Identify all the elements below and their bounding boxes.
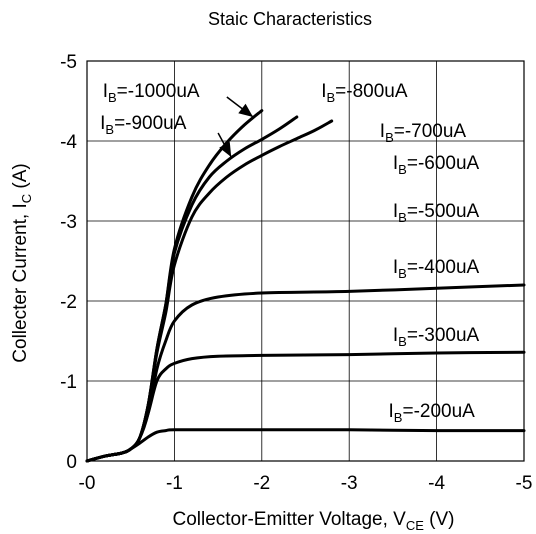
series-label-sub: B <box>398 266 407 281</box>
series-label-value: =-500uA <box>407 201 480 222</box>
grid <box>87 61 524 461</box>
axis-label-sub: CE <box>406 518 424 533</box>
arrows <box>217 96 254 158</box>
series-labels: IB=-1000uAIB=-900uAIB=-800uAIB=-700uAIB=… <box>100 81 479 425</box>
y-tick-label: -2 <box>60 292 77 313</box>
series-label-value: =-600uA <box>407 153 480 174</box>
series-label-sub: B <box>385 130 394 145</box>
series-label: IB=-200uA <box>389 401 476 425</box>
series-label-prefix: I <box>393 153 398 174</box>
series-label: IB=-1000uA <box>103 81 200 105</box>
series-label-value: =-1000uA <box>117 81 200 102</box>
series-label-prefix: I <box>100 113 105 134</box>
y-axis-label: Collecter Current, IC (A) <box>10 163 34 362</box>
axis-label-unit: (V) <box>424 509 455 530</box>
axis-label-main: Collector-Emitter Voltage, V <box>172 509 406 530</box>
series-label-sub: B <box>398 334 407 349</box>
series-label-value: =-300uA <box>407 325 480 346</box>
series-label-sub: B <box>398 210 407 225</box>
series-label-value: =-800uA <box>335 81 408 102</box>
y-tick-label: -3 <box>60 212 77 233</box>
series-line-ib200 <box>85 428 526 463</box>
y-tick-label: -4 <box>60 132 77 153</box>
series-label-sub: B <box>108 90 117 105</box>
x-tick-label: -5 <box>516 473 533 494</box>
series-label-prefix: I <box>389 401 394 422</box>
series-label-prefix: I <box>380 121 385 142</box>
series-label-prefix: I <box>393 201 398 222</box>
series-label: IB=-500uA <box>393 201 480 225</box>
series-label-sub: B <box>327 90 336 105</box>
series-label: IB=-400uA <box>393 257 480 281</box>
chart-title: Staic Characteristics <box>208 9 372 29</box>
x-tick-label: -4 <box>428 473 445 494</box>
series-label-prefix: I <box>321 81 326 102</box>
series-label: IB=-900uA <box>100 113 187 137</box>
series-label: IB=-800uA <box>321 81 408 105</box>
x-tick-label: -3 <box>341 473 358 494</box>
plot-frame <box>86 60 525 462</box>
series-label-value: =-900uA <box>114 113 187 134</box>
series-label-sub: B <box>105 122 114 137</box>
axis-label-sub: C <box>19 194 34 203</box>
series-label: IB=-600uA <box>393 153 480 177</box>
series-label: IB=-300uA <box>393 325 480 349</box>
y-tick-label: 0 <box>66 452 77 473</box>
series-label-prefix: I <box>393 325 398 346</box>
series-label-value: =-700uA <box>394 121 467 142</box>
curves <box>85 109 526 463</box>
series-label-value: =-200uA <box>402 401 475 422</box>
axis-label-main: Collecter Current, I <box>10 203 31 362</box>
series-label-value: =-400uA <box>407 257 480 278</box>
x-tick-label: -0 <box>79 473 96 494</box>
series-label-sub: B <box>398 162 407 177</box>
x-tick-label: -2 <box>253 473 270 494</box>
axis-label-unit: (A) <box>10 163 31 194</box>
series-label: IB=-700uA <box>380 121 467 145</box>
series-label-prefix: I <box>393 257 398 278</box>
annotation-arrow-head <box>219 141 232 157</box>
ticks: -0 -1 -2 -3 -4 -5 0 -1 -2 -3 -4 -5 <box>60 52 532 494</box>
series-line-ib900 <box>85 115 299 463</box>
x-tick-label: -1 <box>166 473 183 494</box>
x-axis-label: Collector-Emitter Voltage, VCE (V) <box>172 509 454 533</box>
y-tick-label: -5 <box>60 52 77 73</box>
y-tick-label: -1 <box>60 372 77 393</box>
series-label-sub: B <box>394 410 403 425</box>
series-label-prefix: I <box>103 81 108 102</box>
annotation-arrow-head <box>238 103 254 117</box>
